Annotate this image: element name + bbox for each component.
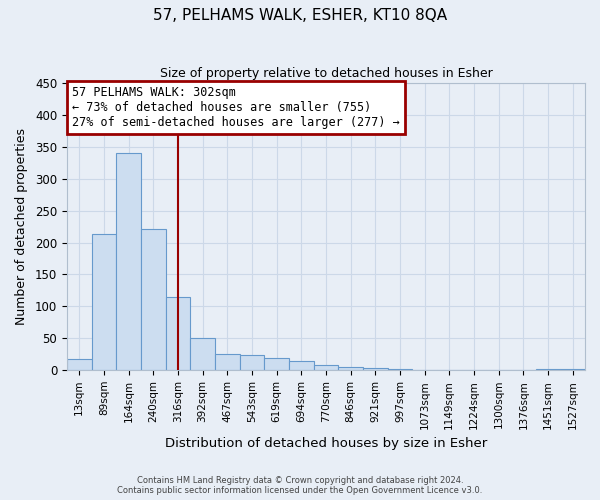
Bar (215, 354, 239, 370)
Y-axis label: Number of detached properties: Number of detached properties (15, 128, 28, 325)
Bar (190, 338, 215, 370)
Bar (264, 358, 289, 370)
Bar (116, 153, 141, 370)
Bar (560, 369, 585, 370)
X-axis label: Distribution of detached houses by size in Esher: Distribution of detached houses by size … (165, 437, 487, 450)
Title: Size of property relative to detached houses in Esher: Size of property relative to detached ho… (160, 68, 493, 80)
Text: Contains HM Land Registry data © Crown copyright and database right 2024.
Contai: Contains HM Land Registry data © Crown c… (118, 476, 482, 495)
Bar (536, 369, 560, 370)
Text: 57, PELHAMS WALK, ESHER, KT10 8QA: 57, PELHAMS WALK, ESHER, KT10 8QA (153, 8, 447, 22)
Bar (92, 234, 116, 370)
Bar (338, 367, 363, 370)
Bar (363, 368, 388, 370)
Bar (166, 298, 190, 370)
Bar (388, 369, 412, 370)
Bar (239, 355, 264, 370)
Bar (67, 360, 92, 370)
Bar (289, 360, 314, 370)
Bar (141, 229, 166, 370)
Text: 57 PELHAMS WALK: 302sqm
← 73% of detached houses are smaller (755)
27% of semi-d: 57 PELHAMS WALK: 302sqm ← 73% of detache… (72, 86, 400, 129)
Bar (314, 365, 338, 370)
